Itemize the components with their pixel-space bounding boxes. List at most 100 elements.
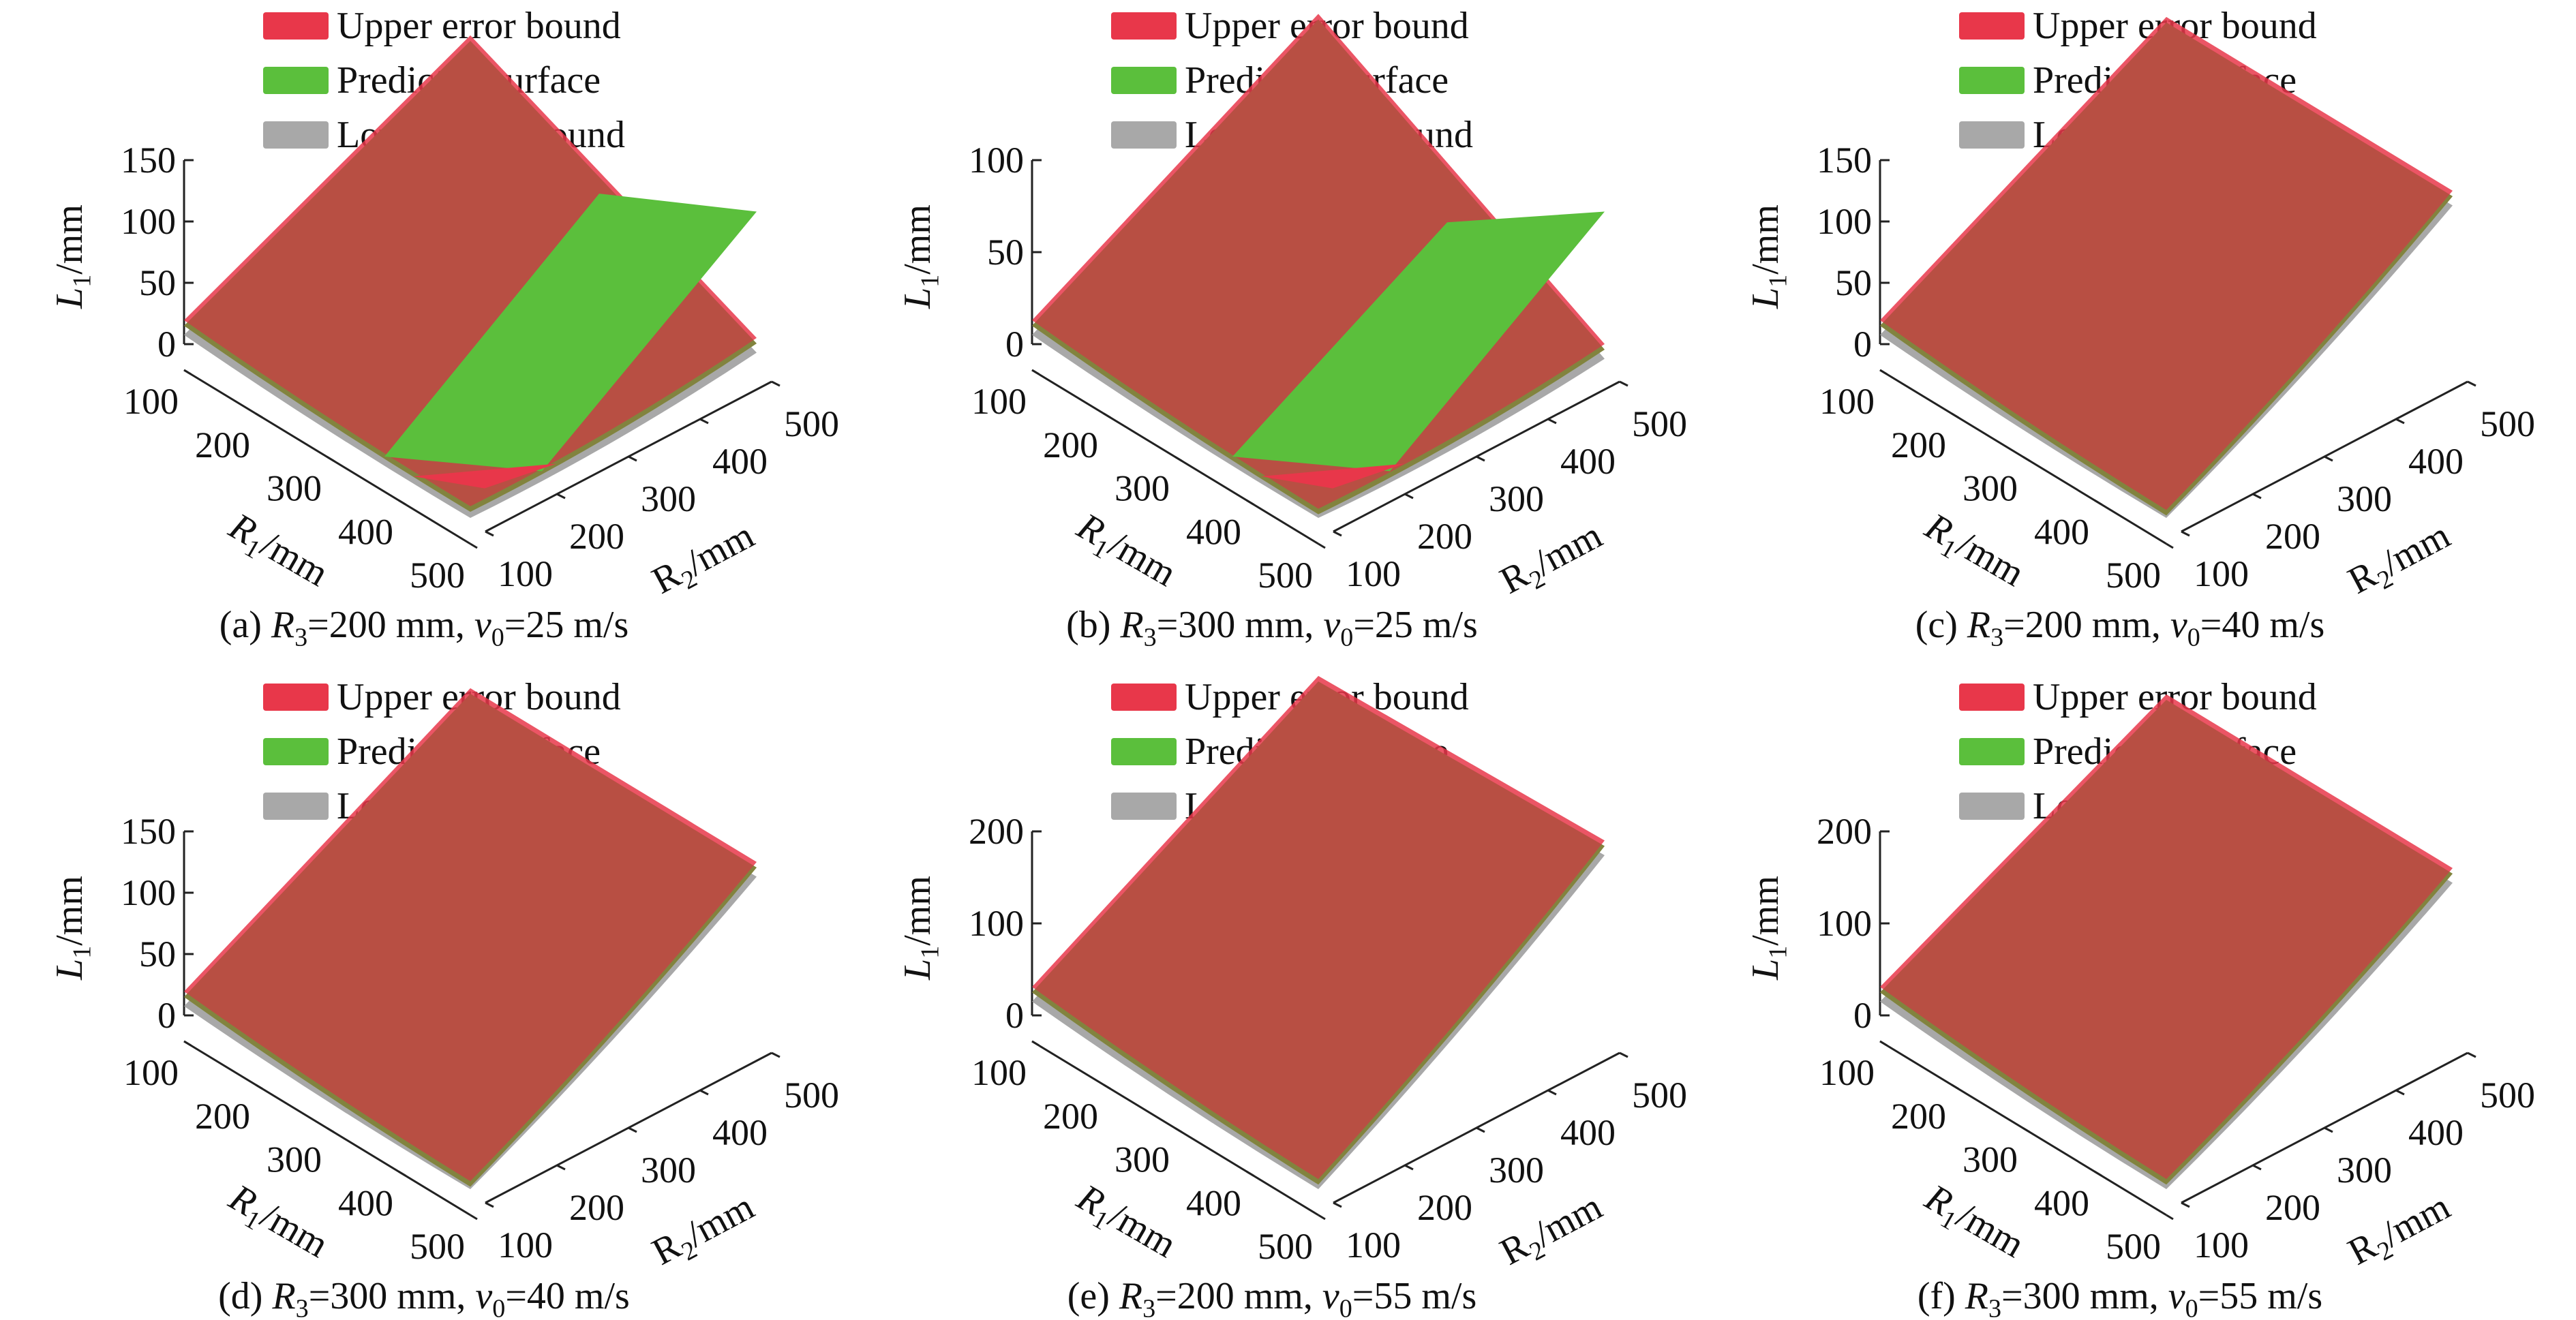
- overlap-region: [184, 694, 757, 1187]
- z-tick-label: 100: [1817, 903, 1872, 944]
- legend-swatch: [263, 684, 329, 711]
- r2-tick: [1333, 1201, 1342, 1208]
- z-tick-label: 150: [121, 140, 176, 181]
- r1-tick-label: 100: [123, 1052, 179, 1093]
- z-tick-label: 50: [987, 232, 1024, 273]
- r2-tick-label: 400: [712, 1112, 768, 1153]
- r1-tick: [470, 1214, 478, 1221]
- r1-tick-label: 400: [2034, 1182, 2089, 1223]
- r1-tick: [1879, 1040, 1888, 1047]
- r2-tick: [556, 493, 566, 500]
- r2-tick-label: 100: [1346, 553, 1401, 594]
- r1-tick: [1951, 412, 1959, 419]
- r2-tick-label: 200: [1417, 1187, 1472, 1228]
- r2-tick: [699, 418, 709, 425]
- r1-tick-label: 500: [1258, 555, 1313, 596]
- r2-tick: [1476, 455, 1485, 462]
- r1-tick-label: 300: [267, 1139, 322, 1180]
- z-axis-label: L1/mm: [48, 204, 96, 309]
- r1-tick-label: 200: [1043, 425, 1098, 465]
- r2-axis-label: R2/mm: [1494, 1185, 1611, 1278]
- overlap-region: [1032, 681, 1605, 1185]
- r1-tick-label: 100: [971, 1052, 1027, 1093]
- axes: [1879, 830, 2476, 1221]
- r2-tick: [2324, 455, 2333, 462]
- r1-tick-label: 500: [410, 1226, 465, 1267]
- r2-tick-label: 300: [641, 478, 696, 519]
- r2-tick-label: 500: [2480, 403, 2535, 444]
- r2-tick-label: 100: [2194, 1225, 2249, 1265]
- r2-axis-label: R2/mm: [646, 514, 763, 607]
- legend-swatch: [263, 121, 329, 149]
- legend-swatch: [263, 793, 329, 820]
- r1-tick: [255, 412, 263, 419]
- r2-axis-label: R2/mm: [646, 1185, 763, 1278]
- r1-axis-label: R1/mm: [1067, 505, 1183, 600]
- chart-panel-f: Upper error boundPredicted surfaceLower …: [1744, 676, 2535, 1320]
- r2-tick: [699, 1089, 709, 1096]
- r1-tick-label: 400: [2034, 511, 2089, 552]
- r2-tick-label: 400: [1560, 1112, 1616, 1153]
- r2-tick: [485, 1201, 494, 1208]
- panel-caption: (e) R3=200 mm, v0=55 m/s: [1067, 1275, 1477, 1320]
- r2-tick: [628, 455, 637, 462]
- legend-swatch: [1111, 684, 1177, 711]
- r1-tick: [2166, 1214, 2174, 1221]
- r2-tick: [2395, 1089, 2405, 1096]
- r1-tick-label: 200: [195, 1096, 250, 1137]
- z-axis-label: L1/mm: [1744, 876, 1792, 981]
- r1-tick-label: 500: [2106, 1226, 2161, 1267]
- r2-tick-label: 300: [641, 1150, 696, 1191]
- r1-tick: [470, 542, 478, 549]
- r1-tick: [183, 369, 192, 375]
- r2-tick: [771, 380, 781, 387]
- z-tick-label: 50: [139, 934, 176, 974]
- legend-swatch: [1111, 12, 1177, 40]
- r2-tick-label: 300: [2337, 1150, 2392, 1191]
- axes: [183, 830, 781, 1221]
- r1-tick: [1175, 1127, 1183, 1133]
- r2-tick-label: 400: [2408, 1112, 2464, 1153]
- predicted-surface-peak: [1232, 211, 1605, 472]
- z-tick-label: 0: [157, 995, 176, 1036]
- panel-caption: (b) R3=300 mm, v0=25 m/s: [1066, 604, 1478, 651]
- legend-swatch: [263, 738, 329, 765]
- r2-tick: [1619, 380, 1628, 387]
- r1-axis-label: R1/mm: [1915, 505, 2031, 600]
- r2-tick: [2181, 530, 2190, 537]
- r2-tick: [2467, 1052, 2476, 1058]
- r1-tick-label: 500: [410, 555, 465, 596]
- overlap-region: [1032, 19, 1605, 515]
- z-tick-label: 150: [1817, 140, 1872, 181]
- r2-tick-label: 500: [784, 1075, 839, 1116]
- z-tick-label: 100: [1817, 201, 1872, 242]
- z-axis-label: L1/mm: [48, 876, 96, 981]
- legend-swatch: [263, 12, 329, 40]
- z-axis-label: L1/mm: [896, 204, 944, 309]
- r2-tick: [628, 1126, 637, 1133]
- r1-tick: [2022, 1127, 2031, 1133]
- legend-swatch: [1959, 12, 2025, 40]
- surfaces: [184, 35, 757, 518]
- r1-tick-label: 500: [2106, 555, 2161, 596]
- r2-tick: [2324, 1126, 2333, 1133]
- r1-tick-label: 200: [1891, 425, 1946, 465]
- legend-swatch: [1111, 738, 1177, 765]
- overlap-region: [184, 41, 757, 512]
- r1-tick-label: 400: [1186, 1182, 1241, 1223]
- r1-tick-label: 300: [1115, 1139, 1170, 1180]
- r2-tick-label: 100: [498, 553, 553, 594]
- z-tick-label: 50: [1835, 262, 1872, 303]
- r1-tick-label: 200: [195, 425, 250, 465]
- chart-panel-d: Upper error boundPredicted surfaceLower …: [48, 676, 839, 1320]
- r2-tick-label: 400: [712, 441, 768, 482]
- r2-tick: [1333, 530, 1342, 537]
- r2-tick-label: 200: [2265, 516, 2320, 557]
- r2-tick: [1547, 418, 1557, 425]
- r1-tick-label: 300: [1963, 468, 2018, 509]
- r1-tick-label: 200: [1043, 1096, 1098, 1137]
- r1-tick: [183, 1040, 192, 1047]
- r1-tick: [2094, 499, 2102, 506]
- r2-tick: [556, 1164, 566, 1171]
